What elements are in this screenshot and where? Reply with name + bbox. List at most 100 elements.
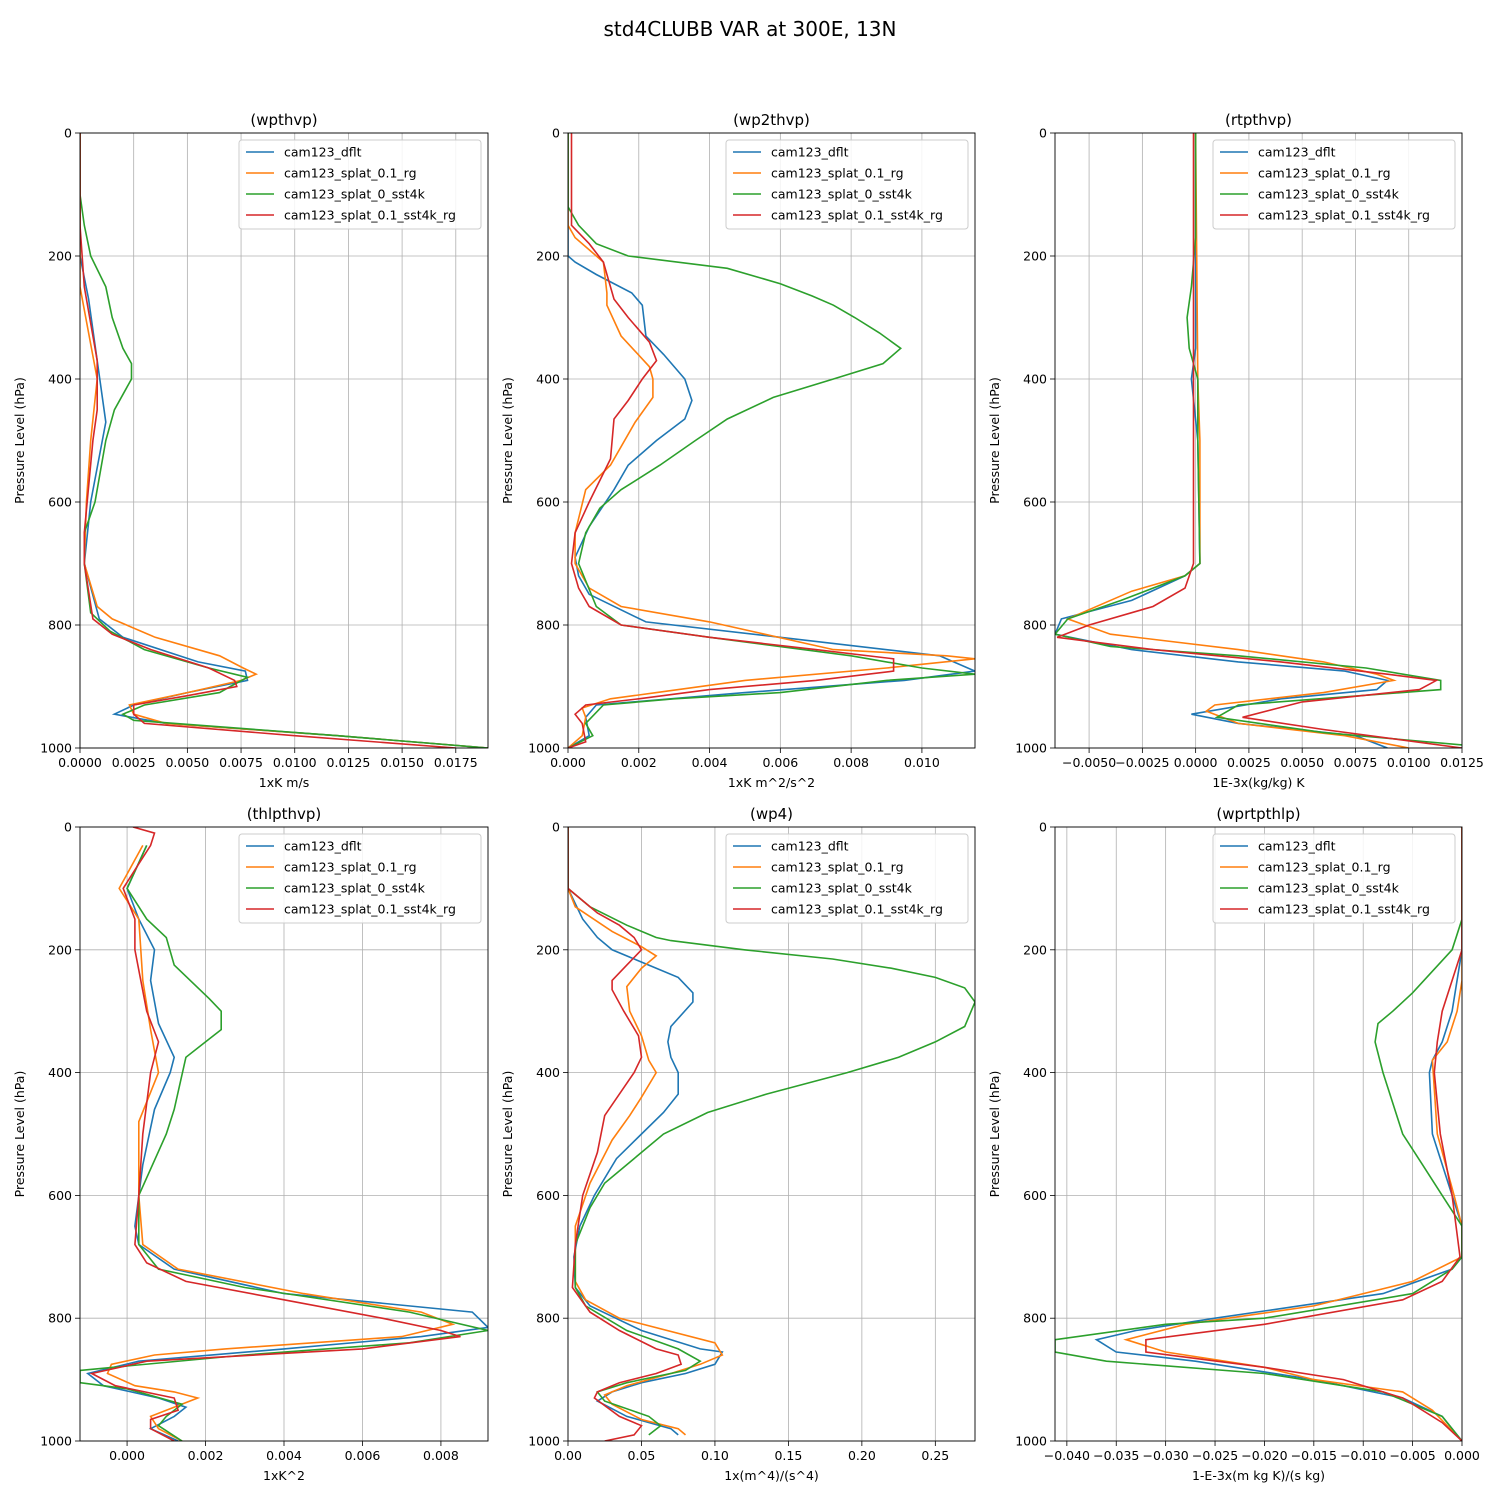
legend-label: cam123_dflt	[1258, 145, 1336, 160]
legend-label: cam123_splat_0.1_sst4k_rg	[771, 208, 943, 223]
subplot-rtpthvp: −0.0050 −0.0025 0.0000 0.0025 0.0050 0.0075 0.…	[987, 111, 1484, 790]
legend-label: cam123_splat_0.1_sst4k_rg	[284, 208, 456, 223]
x-tick-label: 0.0175	[434, 755, 478, 770]
x-tick-label: 0.008	[423, 1448, 459, 1463]
x-tick-label: −0.025	[1192, 1448, 1238, 1463]
y-tick-label: 400	[1023, 372, 1047, 387]
series-line-cam123_splat_01_sst4k_rg	[568, 133, 895, 748]
y-tick-label: 600	[48, 1188, 72, 1203]
x-axis-label: 1-E-3x(m kg K)/(s kg)	[1192, 1468, 1325, 1483]
subplot-title: (thlpthvp)	[247, 805, 322, 823]
series-line-cam123_splat_0_sst4k	[568, 133, 975, 748]
subplot-wp2thvp: 0.000 0.002 0.004 0.006 0.008 0.010 0 200 400 600…	[500, 111, 976, 790]
y-tick-label: 0	[1039, 126, 1047, 141]
x-tick-label: 0.15	[774, 1448, 802, 1463]
subplot-wprtpthlp: −0.040 −0.035 −0.030 −0.025 −0.020 −0.015 −0.0…	[987, 805, 1480, 1483]
series-line-cam123_splat_01_sst4k_rg	[1145, 827, 1462, 1441]
x-tick-label: 0.0050	[165, 755, 209, 770]
legend-box	[1212, 833, 1456, 924]
legend: cam123_dflt cam123_splat_0.1_rg cam123_spl…	[1212, 833, 1456, 924]
x-tick-label: 0.0075	[1334, 755, 1378, 770]
x-tick-label: 0.0025	[1227, 755, 1271, 770]
y-tick-label: 800	[1023, 618, 1047, 633]
y-tick-label: 1000	[528, 741, 560, 756]
y-tick-label: 800	[48, 1311, 72, 1326]
x-tick-label: 0.000	[1444, 1448, 1480, 1463]
x-tick-label: 0.000	[109, 1448, 145, 1463]
y-axis-label: Pressure Level (hPa)	[12, 1071, 27, 1198]
legend-label: cam123_dflt	[771, 839, 849, 854]
x-tick-label: 0.0150	[380, 755, 424, 770]
legend-box	[725, 139, 969, 230]
x-tick-label: 0.00	[554, 1448, 582, 1463]
y-tick-label: 0	[552, 820, 560, 835]
y-tick-label: 600	[1023, 495, 1047, 510]
legend-box	[725, 833, 969, 924]
x-tick-label: 0.0100	[1387, 755, 1431, 770]
y-tick-label: 200	[1023, 249, 1047, 264]
series-line-cam123_splat_0_sst4k	[568, 827, 975, 1436]
x-tick-label: −0.0025	[1115, 755, 1169, 770]
y-tick-label: 600	[1023, 1188, 1047, 1203]
legend-box	[1212, 139, 1456, 230]
y-tick-label: 0	[64, 126, 72, 141]
y-axis-label: Pressure Level (hPa)	[500, 1071, 515, 1198]
x-tick-label: 0.000	[550, 755, 586, 770]
axes-frame	[79, 132, 489, 749]
axes-frame	[1054, 826, 1463, 1442]
y-tick-label: 1000	[1015, 1434, 1047, 1449]
legend-label: cam123_splat_0.1_sst4k_rg	[1258, 208, 1430, 223]
x-tick-label: 0.0075	[219, 755, 263, 770]
x-axis-label: 1xK m/s	[259, 775, 309, 790]
x-tick-label: 0.20	[848, 1448, 876, 1463]
y-tick-label: 400	[48, 372, 72, 387]
series-line-cam123_splat_01_rg	[568, 133, 975, 748]
y-tick-label: 800	[536, 1311, 560, 1326]
x-tick-label: 0.0125	[327, 755, 371, 770]
series-line-cam123_dflt	[568, 133, 975, 748]
x-tick-label: −0.0050	[1062, 755, 1116, 770]
series-line-cam123_splat_01_rg	[568, 827, 724, 1436]
x-tick-label: 0.002	[188, 1448, 224, 1463]
series-line-cam123_dflt	[85, 845, 488, 1441]
x-tick-label: 0.0025	[112, 755, 156, 770]
subplot-thlpthvp: 0.000 0.002 0.004 0.006 0.008 0 200 400 600 800 10…	[12, 805, 489, 1483]
x-tick-label: 0.05	[628, 1448, 656, 1463]
legend-label: cam123_splat_0.1_sst4k_rg	[284, 902, 456, 917]
series-line-cam123_dflt	[568, 827, 724, 1436]
series-line-cam123_splat_01_sst4k_rg	[80, 133, 456, 748]
legend-label: cam123_splat_0.1_rg	[284, 860, 417, 875]
x-tick-label: 0.006	[345, 1448, 381, 1463]
series-line-cam123_splat_01_sst4k_rg	[1056, 133, 1462, 748]
legend-label: cam123_dflt	[284, 839, 362, 854]
y-tick-label: 400	[536, 1065, 560, 1080]
legend-label: cam123_dflt	[771, 145, 849, 160]
y-tick-label: 1000	[40, 1434, 72, 1449]
x-tick-label: 0.006	[762, 755, 798, 770]
legend-label: cam123_splat_0_sst4k	[771, 881, 913, 896]
series-line-cam123_splat_0_sst4k	[1055, 827, 1462, 1441]
legend-label: cam123_splat_0_sst4k	[771, 187, 913, 202]
x-tick-label: 0.0000	[58, 755, 102, 770]
subplot-wp4: 0.00 0.05 0.10 0.15 0.20 0.25 0 200 400 600 800 100…	[500, 805, 976, 1483]
legend-label: cam123_splat_0_sst4k	[284, 881, 426, 896]
x-tick-label: −0.015	[1291, 1448, 1337, 1463]
y-tick-label: 0	[1039, 820, 1047, 835]
y-tick-label: 200	[536, 249, 560, 264]
series-line-cam123_splat_0_sst4k	[1055, 133, 1462, 746]
x-axis-label: 1x(m^4)/(s^4)	[724, 1468, 819, 1483]
legend-label: cam123_splat_0.1_rg	[771, 166, 904, 181]
x-tick-label: −0.020	[1241, 1448, 1287, 1463]
legend-label: cam123_splat_0.1_sst4k_rg	[771, 902, 943, 917]
y-tick-label: 200	[48, 942, 72, 957]
series-line-cam123_splat_01_sst4k_rg	[89, 827, 461, 1441]
legend-label: cam123_splat_0.1_rg	[771, 860, 904, 875]
legend-label: cam123_splat_0.1_rg	[284, 166, 417, 181]
y-tick-label: 600	[536, 1188, 560, 1203]
axes-frame	[567, 826, 976, 1442]
series-line-cam123_splat_01_sst4k_rg	[568, 827, 683, 1441]
legend-box	[238, 139, 482, 230]
y-tick-label: 800	[536, 618, 560, 633]
x-tick-label: −0.030	[1143, 1448, 1189, 1463]
